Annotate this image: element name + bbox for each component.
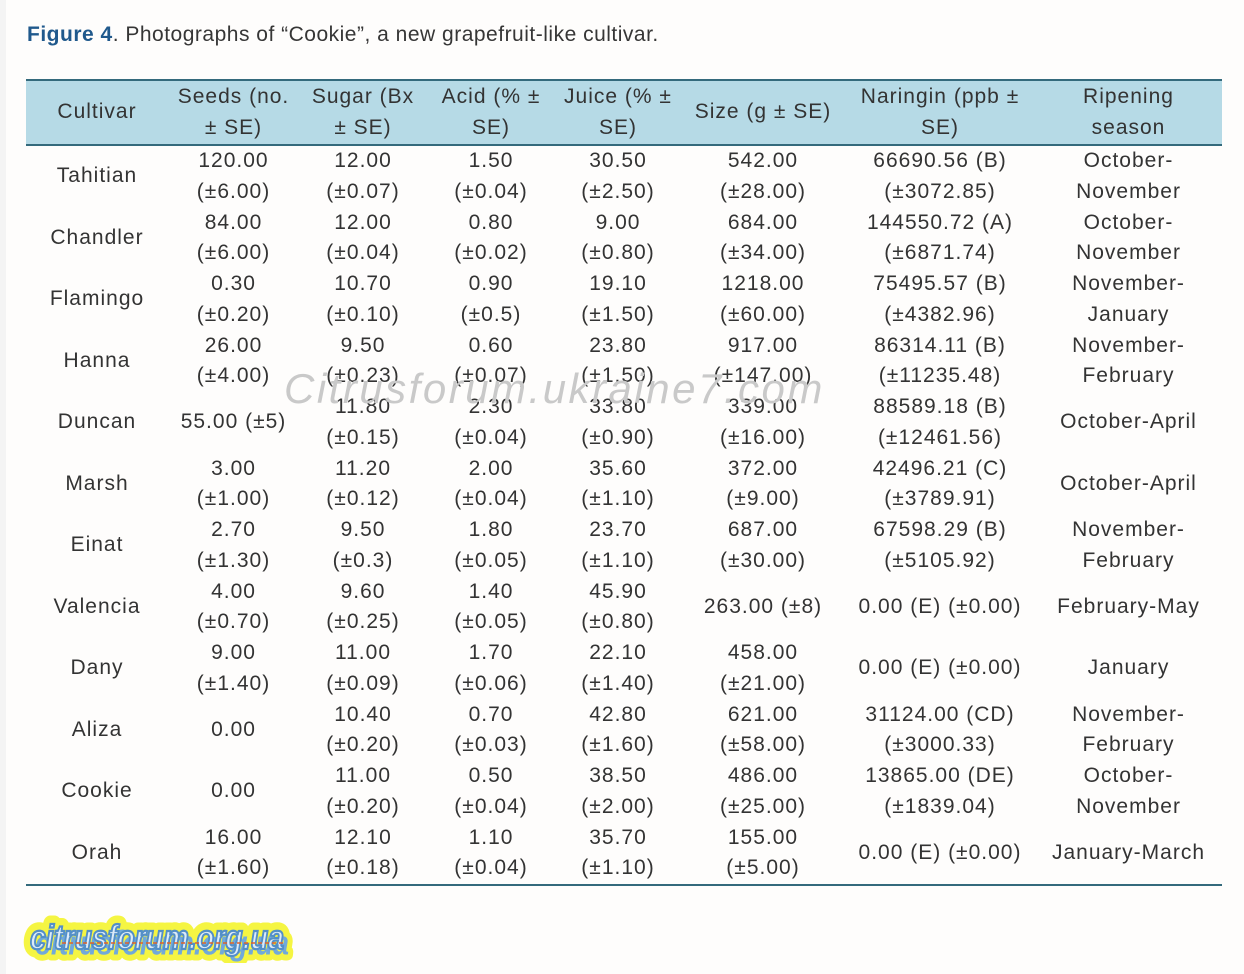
svg-text:citrusforum.org.ua: citrusforum.org.ua bbox=[30, 919, 284, 957]
svg-text:citrusforum.org.ua: citrusforum.org.ua bbox=[35, 925, 289, 963]
svg-text:citrusforum.org.ua: citrusforum.org.ua bbox=[30, 919, 284, 957]
